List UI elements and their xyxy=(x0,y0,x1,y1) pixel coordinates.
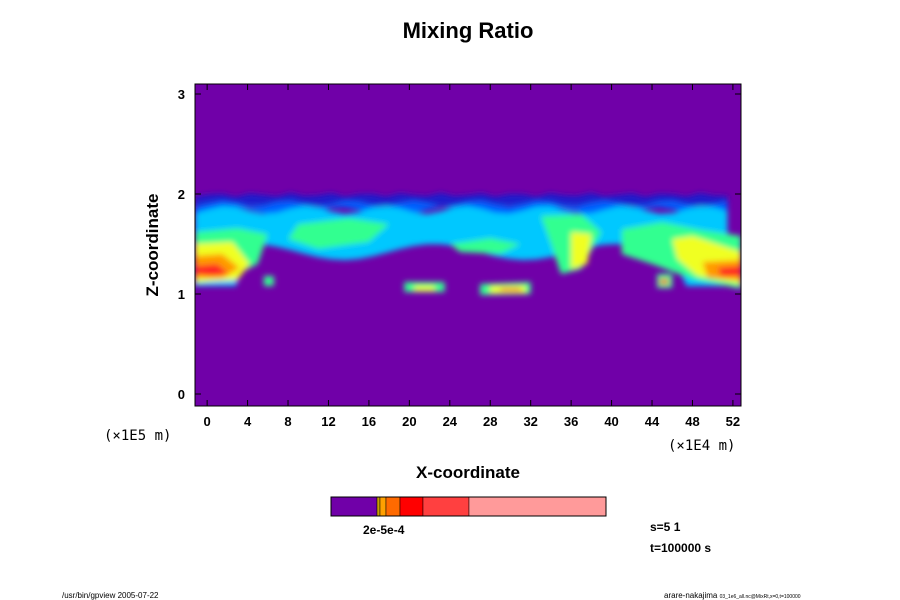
patch-green xyxy=(288,218,390,249)
patch-hot xyxy=(660,279,669,284)
y-tick-label: 1 xyxy=(178,287,185,302)
y-axis-ticks: 0 1 2 3 xyxy=(178,87,741,402)
x-tick-label: 28 xyxy=(483,414,497,429)
x-tick-label: 40 xyxy=(604,414,618,429)
x-tick-label: 44 xyxy=(645,414,660,429)
y-axis-unit: (×1E5 m) xyxy=(104,428,171,444)
x-tick-label: 16 xyxy=(362,414,376,429)
footer-right: arare-nakajima 03_1e6_all.nc@MixRt,x=0,t… xyxy=(664,591,801,600)
x-tick-label: 32 xyxy=(523,414,537,429)
cloud-layer xyxy=(195,193,741,295)
patch-hot xyxy=(500,288,521,291)
patch-hot xyxy=(717,266,741,276)
x-tick-label: 24 xyxy=(443,414,458,429)
y-tick-label: 2 xyxy=(178,187,185,202)
chart-title: Mixing Ratio xyxy=(403,18,534,43)
colorbar-swatch xyxy=(379,496,387,517)
y-tick-label: 3 xyxy=(178,87,185,102)
x-tick-label: 36 xyxy=(564,414,578,429)
footer-right-sub: 03_1e6_all.nc@MixRt,x=0,t=100000 xyxy=(720,594,801,600)
x-tick-label: 52 xyxy=(726,414,740,429)
footer-right-main: arare-nakajima xyxy=(664,591,718,600)
colorbar-swatch xyxy=(468,496,607,517)
colorbar-label: 2e-5e-4 xyxy=(363,523,405,537)
x-tick-label: 12 xyxy=(321,414,335,429)
x-tick-label: 20 xyxy=(402,414,416,429)
colorbar-swatch xyxy=(385,496,401,517)
patch-hot xyxy=(571,232,592,269)
patch-hot xyxy=(414,286,435,291)
plot-frame xyxy=(194,83,742,407)
y-tick-label: 0 xyxy=(178,387,185,402)
y-axis-label: Z-coordinate xyxy=(143,194,162,297)
x-axis-ticks: 0 4 8 12 16 20 24 28 32 36 40 44 48 52 xyxy=(204,84,740,429)
plot-area xyxy=(195,84,741,406)
patch-green xyxy=(449,238,521,254)
x-axis-label: X-coordinate xyxy=(416,463,520,482)
x-tick-label: 0 xyxy=(204,414,211,429)
footer-left: /usr/bin/gpview 2005-07-22 xyxy=(62,591,159,600)
colorbar-swatch xyxy=(422,496,470,517)
colorbar-swatch xyxy=(376,496,381,517)
step-annotation: s=5 1 xyxy=(650,520,681,534)
x-tick-label: 4 xyxy=(244,414,252,429)
x-axis-unit: (×1E4 m) xyxy=(668,438,735,454)
patch-green xyxy=(263,276,274,286)
x-tick-label: 8 xyxy=(284,414,291,429)
x-tick-label: 48 xyxy=(685,414,699,429)
colorbar xyxy=(330,496,607,517)
patch-hot xyxy=(195,264,230,276)
colorbar-frame xyxy=(330,496,607,517)
colorbar-swatch xyxy=(399,496,424,517)
time-annotation: t=100000 s xyxy=(650,541,711,555)
colorbar-swatch xyxy=(330,496,378,517)
